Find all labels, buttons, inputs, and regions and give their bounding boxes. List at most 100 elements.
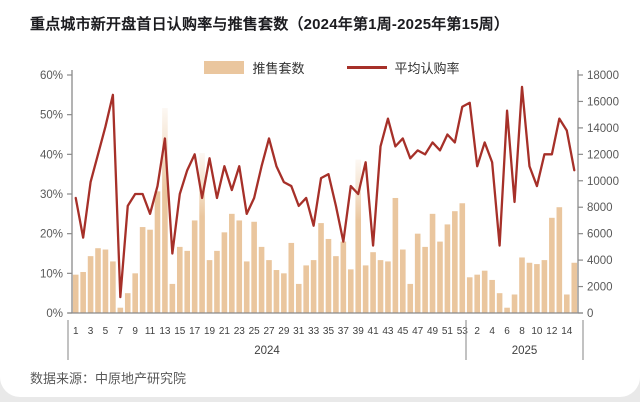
bar-2025-w6 <box>504 307 510 313</box>
bar-2024-w3 <box>87 256 94 313</box>
right-axis-label: 4000 <box>587 255 613 267</box>
year-label-2025: 2025 <box>512 345 538 357</box>
bar-2024-w22 <box>229 213 235 313</box>
x-tick-label: 13 <box>159 326 171 337</box>
legend-item-bars: 推售套数 <box>204 58 305 77</box>
x-tick-label: 12 <box>546 326 558 337</box>
x-tick-label: 11 <box>145 326 156 337</box>
bar-2024-w16 <box>184 250 191 313</box>
x-tick-label: 14 <box>561 326 573 337</box>
bar-2025-w13 <box>556 207 563 313</box>
bar-2024-w24 <box>243 261 250 313</box>
bar-2024-w32 <box>303 265 309 313</box>
bar-2025-w5 <box>496 293 503 313</box>
bar-2025-w3 <box>481 270 488 313</box>
bar-2024-w40 <box>362 265 369 313</box>
chart-title: 重点城市新开盘首日认购率与推售套数（2024年第1周-2025年第15周） <box>30 16 510 33</box>
left-axis-label: 20% <box>40 229 63 241</box>
bar-2024-w15 <box>176 246 183 313</box>
bar-2025-w10 <box>534 264 540 313</box>
bar-2024-w31 <box>295 283 302 313</box>
bar-2024-w6 <box>110 261 116 313</box>
x-tick-label: 49 <box>427 326 439 337</box>
right-axis-label: 2000 <box>587 282 613 294</box>
bar-2024-w28 <box>273 270 280 313</box>
bar-2024-w10 <box>139 227 146 313</box>
bar-2024-w46 <box>407 283 414 313</box>
right-axis-label: 0 <box>587 308 593 320</box>
x-tick-label: 1 <box>73 326 79 337</box>
bar-2024-w5 <box>102 249 109 313</box>
x-tick-label: 3 <box>88 326 94 337</box>
bar-2024-w51 <box>444 224 451 313</box>
x-tick-label: 9 <box>132 326 138 337</box>
x-tick-label: 37 <box>338 326 350 337</box>
bar-2024-w34 <box>318 223 324 313</box>
bar-2024-w13 <box>162 108 168 313</box>
bar-2024-w26 <box>258 246 265 313</box>
right-axis-label: 12000 <box>587 149 619 161</box>
rate-line <box>74 85 576 299</box>
x-tick-label: 23 <box>234 326 246 337</box>
right-axis-label: 14000 <box>587 123 619 135</box>
bar-2024-w17 <box>191 220 198 313</box>
bar-2024-w49 <box>429 213 436 313</box>
bar-2024-w18 <box>199 153 205 313</box>
x-tick-label: 19 <box>204 326 216 337</box>
bar-2024-w50 <box>437 241 443 313</box>
x-tick-label: 15 <box>174 326 186 337</box>
x-tick-label: 5 <box>103 326 109 337</box>
x-tick-label: 51 <box>442 326 454 337</box>
bar-2024-w53 <box>459 203 466 313</box>
bar-2024-w37 <box>340 241 347 313</box>
bar-2024-w19 <box>206 260 213 313</box>
x-tick-label: 21 <box>219 326 231 337</box>
bar-2024-w29 <box>281 273 287 313</box>
bar-2025-w15 <box>571 262 578 313</box>
bar-2024-w44 <box>392 197 399 313</box>
bar-2024-w20 <box>214 250 220 313</box>
bar-2024-w47 <box>414 233 421 313</box>
bar-2025-w14 <box>564 294 570 313</box>
bar-2024-w27 <box>266 260 272 313</box>
bar-2024-w9 <box>132 273 138 313</box>
bar-2025-w8 <box>519 257 525 313</box>
right-axis-label: 6000 <box>587 229 613 241</box>
bar-2025-w4 <box>489 279 495 313</box>
right-axis-label: 10000 <box>587 176 619 188</box>
x-tick-label: 47 <box>412 326 424 337</box>
right-axis-label: 18000 <box>587 70 619 82</box>
line-swatch-icon <box>346 66 387 69</box>
x-tick-label: 17 <box>189 326 201 337</box>
x-tick-label: 39 <box>353 326 365 337</box>
bar-2025-w1 <box>466 277 473 313</box>
bar-2024-w4 <box>95 248 101 313</box>
left-axis-label: 40% <box>40 149 63 161</box>
bar-2024-w39 <box>355 159 362 313</box>
bar-2024-w42 <box>377 260 384 313</box>
x-tick-label: 43 <box>382 326 394 337</box>
x-tick-label: 6 <box>504 326 510 337</box>
x-tick-label: 8 <box>519 326 525 337</box>
x-tick-label: 29 <box>278 326 290 337</box>
bar-2024-w33 <box>310 260 317 313</box>
bar-2024-w12 <box>154 191 161 313</box>
bar-2024-w2 <box>80 272 86 313</box>
left-axis-label: 0% <box>46 308 63 320</box>
bar-2025-w7 <box>511 294 518 313</box>
bar-2024-w8 <box>124 293 131 313</box>
x-tick-label: 4 <box>489 326 495 337</box>
data-source-note: 数据来源：中原地产研究院 <box>30 371 187 386</box>
bar-2024-w48 <box>422 246 428 313</box>
x-tick-label: 31 <box>293 326 305 337</box>
left-axis-label: 30% <box>40 189 63 201</box>
x-tick-label: 25 <box>249 326 261 337</box>
bar-2024-w35 <box>325 238 332 313</box>
bar-2024-w52 <box>452 211 458 313</box>
x-tick-label: 10 <box>531 326 543 337</box>
legend-item-line: 平均认购率 <box>346 58 460 77</box>
bar-2025-w2 <box>474 274 480 313</box>
bar-2024-w11 <box>147 229 153 313</box>
